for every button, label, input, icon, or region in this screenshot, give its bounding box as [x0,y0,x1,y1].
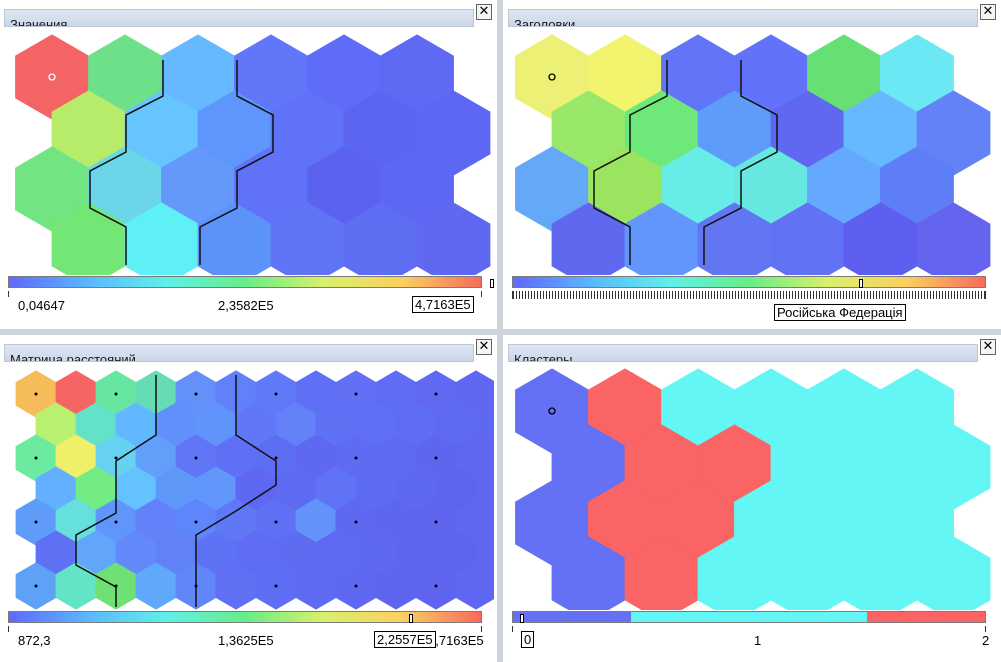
panel-values: Значения ✕ 0,04647 2,3582E5 4,7163E5 [4,0,494,327]
unit-dot [114,520,118,524]
unit-dot [274,456,278,460]
color-scale-handle[interactable] [859,279,863,288]
close-button[interactable]: ✕ [476,339,492,355]
unit-dot [434,456,438,460]
cluster-border-line [199,60,274,265]
unit-dot [274,520,278,524]
label-ticks [512,291,986,299]
horizontal-divider[interactable] [0,329,1001,335]
som-map-distance[interactable] [4,335,494,610]
cluster-scale-bar[interactable] [512,611,986,623]
unit-dot [274,584,278,588]
unit-dot [194,456,198,460]
scale-min-label: 0 [521,631,535,648]
close-button[interactable]: ✕ [980,339,996,355]
scale-min-label: 872,3 [18,633,51,648]
panel-headers: Заголовки ✕ Російська Федерація [508,0,998,327]
cluster-borders [75,375,277,607]
panel-titlebar: Заголовки [508,9,978,27]
cluster-border-line [75,375,157,607]
unit-dot [34,456,38,460]
close-button[interactable]: ✕ [476,4,492,20]
unit-dot [34,392,38,396]
unit-dot [354,456,358,460]
scale-selected-value: 2,2557E5 [374,631,436,648]
unit-dot [434,584,438,588]
panel-titlebar: Матрица расстояний [4,344,474,362]
unit-dot [34,584,38,588]
unit-dot [194,520,198,524]
unit-dot [34,520,38,524]
unit-dot [274,392,278,396]
panel-clusters: Кластеры ✕ 0 1 2 [508,335,998,662]
unit-dot [194,392,198,396]
hex-cell[interactable] [916,202,991,275]
cluster-borders [89,60,274,265]
scale-max-label: 2,7163E5 [428,633,484,648]
hex-cell[interactable] [416,202,491,275]
color-scale-bar[interactable] [512,276,986,288]
panel-title: Кластеры [514,352,573,362]
color-scale-handle[interactable] [409,614,413,623]
hex-grid [515,368,991,610]
unit-dot [114,392,118,396]
unit-dot [354,584,358,588]
color-scale-bar[interactable] [8,611,482,623]
scale-mid-label: 1,3625E5 [218,633,274,648]
unit-dot [354,520,358,524]
panel-titlebar: Значения [4,9,474,27]
som-map-clusters[interactable] [508,335,998,610]
cluster-border-line [195,375,277,607]
color-scale-bar[interactable] [8,276,482,288]
hex-grid [15,34,491,275]
unit-dot [354,392,358,396]
hex-grid [15,370,494,610]
som-map-headers[interactable] [508,0,998,275]
label-tooltip: Російська Федерація [774,304,906,321]
scale-min-label: 0,04647 [18,298,65,313]
unit-dot [114,584,118,588]
unit-dots [34,392,438,588]
scale-ticks [8,626,482,632]
hex-grid [515,34,991,275]
unit-dot [194,584,198,588]
panel-title: Значения [10,17,68,27]
scale-max-label: 2 [982,633,990,648]
selected-unit-marker [48,73,56,81]
panel-title: Заголовки [514,17,576,27]
unit-dot [114,456,118,460]
color-scale-handle[interactable] [520,614,524,623]
cluster-border-line [89,60,164,265]
unit-dot [434,520,438,524]
panel-distance-matrix: Матрица расстояний ✕ 872,3 1,3625E5 2,71… [4,335,494,662]
close-button[interactable]: ✕ [980,4,996,20]
hex-cell[interactable] [455,562,494,610]
cluster-border-line [703,60,778,265]
cluster-border-line [593,60,668,265]
selected-unit-marker [548,73,556,81]
panel-title: Матрица расстояний [10,352,136,362]
unit-dot [434,392,438,396]
selected-unit-marker [548,407,556,415]
scale-mid-label: 2,3582E5 [218,298,274,313]
som-map-values[interactable] [4,0,494,275]
color-scale-handle[interactable] [490,279,494,288]
scale-ticks [8,291,482,297]
scale-selected-value: 4,7163E5 [412,296,474,313]
cluster-borders [593,60,778,265]
scale-mid-label: 1 [754,633,762,648]
panel-titlebar: Кластеры [508,344,978,362]
scale-ticks [512,626,986,632]
hex-cell[interactable] [916,536,991,610]
